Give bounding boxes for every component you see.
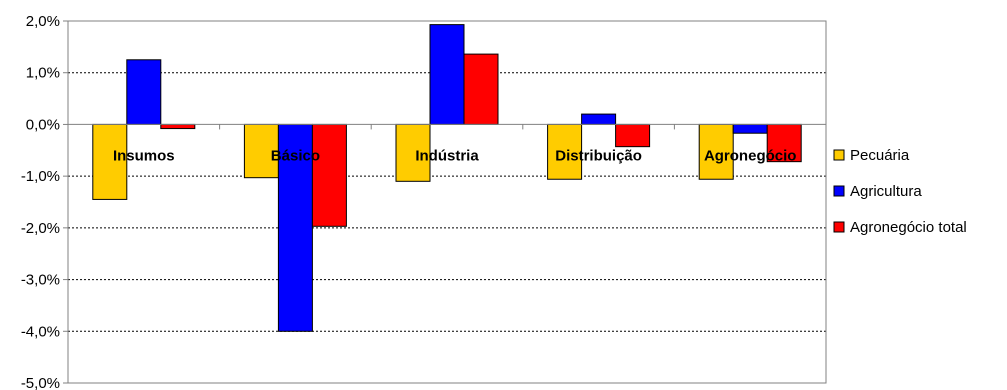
bar-2-3 — [429, 24, 465, 125]
bar-3-5 — [766, 123, 802, 163]
category-label: Agronegócio — [704, 147, 797, 164]
category-label: Básico — [271, 147, 320, 164]
y-tick-label: -5,0% — [21, 375, 60, 390]
legend-label: Pecuária — [850, 147, 910, 164]
bar-1-4 — [547, 123, 583, 180]
legend-swatch — [833, 221, 845, 233]
y-tick-label: -4,0% — [21, 323, 60, 340]
category-label: Distribuição — [555, 147, 642, 164]
bar-3-1 — [160, 123, 196, 130]
bar-2-1 — [126, 59, 162, 125]
y-tick-label: 0,0% — [26, 116, 60, 133]
bar-1-3 — [395, 123, 431, 182]
y-tick-label: 1,0% — [26, 65, 60, 82]
bar-1-5 — [698, 123, 734, 180]
legend: Pecuária Agricultura Agronegócio total — [833, 147, 967, 236]
bar-2-4 — [581, 113, 617, 125]
legend-swatch — [833, 185, 845, 197]
bars — [92, 24, 802, 332]
y-tick-label: 2,0% — [26, 13, 60, 30]
legend-label: Agronegócio total — [850, 219, 967, 236]
legend-label: Agricultura — [850, 183, 922, 200]
category-label: Indústria — [415, 147, 479, 164]
y-tick-label: -1,0% — [21, 168, 60, 185]
bar-1-1 — [92, 123, 128, 200]
bar-1-2 — [243, 123, 279, 179]
bar-3-3 — [463, 53, 499, 125]
category-labels: Insumos Básico Indústria Distribuição Agrone… — [113, 147, 796, 164]
y-axis-tick-labels: 2,0% 1,0% 0,0% -1,0% -2,0% -3,0% -4,0% -5,0% — [21, 13, 60, 390]
axes — [63, 20, 826, 384]
bar-2-5 — [732, 123, 768, 134]
bar-3-4 — [615, 123, 651, 148]
y-tick-label: -2,0% — [21, 220, 60, 237]
bar-3-2 — [311, 123, 347, 227]
plot-area-border — [67, 20, 827, 384]
y-tick-label: -3,0% — [21, 272, 60, 289]
legend-swatch — [833, 149, 845, 161]
category-label: Insumos — [113, 147, 175, 164]
